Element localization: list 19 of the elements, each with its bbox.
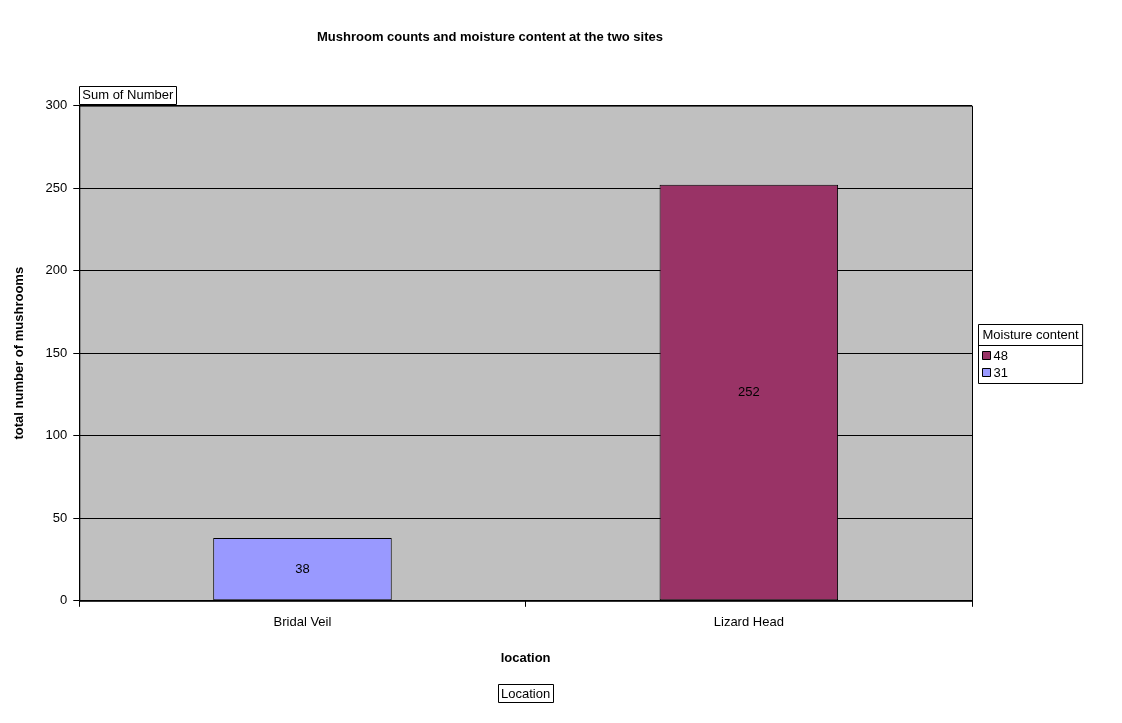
x-tick-label: Bridal Veil <box>273 614 332 630</box>
text: Location <box>501 685 551 701</box>
y-tick-label: 250 <box>45 179 68 195</box>
legend-label: 48 <box>993 348 1008 364</box>
y-axis-title: total number of mushrooms <box>11 266 27 440</box>
legend-label: 31 <box>993 365 1008 381</box>
y-tick-label: 300 <box>45 97 68 113</box>
data-label: 252 <box>737 384 760 400</box>
x-tick-label: Lizard Head <box>713 614 784 630</box>
y-tick-label: 0 <box>60 592 68 608</box>
y-tick-label: 200 <box>45 262 68 278</box>
data-label: 38 <box>295 560 310 576</box>
text: Sum of Number <box>82 87 174 103</box>
x-axis-title: location <box>500 649 551 665</box>
y-tick-label: 150 <box>45 344 68 360</box>
legend-title: Moisture content <box>982 327 1079 343</box>
y-tick-label: 100 <box>45 427 68 443</box>
y-tick-label: 50 <box>52 509 68 525</box>
chart-title: Mushroom counts and moisture content at the two sites <box>317 29 663 45</box>
